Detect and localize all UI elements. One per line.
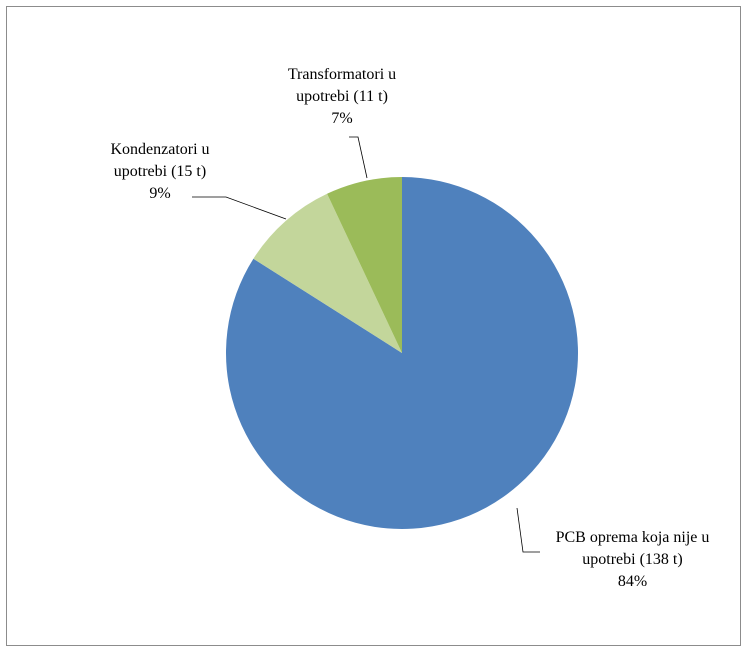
- pie-slice: [327, 177, 402, 353]
- leader-line: [516, 507, 540, 553]
- slice-label: Kondenzatori u upotrebi (15 t): [110, 141, 210, 180]
- slice-value-label: 7%: [331, 110, 353, 127]
- slice-value-label: 9%: [149, 185, 171, 202]
- leader-line: [192, 196, 287, 220]
- slice-label: Transformatori u upotrebi (11 t): [287, 66, 397, 105]
- pie-slice: [253, 193, 402, 353]
- slice-value-label: 84%: [617, 573, 648, 590]
- leader-line: [349, 136, 368, 179]
- slice-label: PCB oprema koja nije u upotrebi (138 t): [555, 529, 710, 568]
